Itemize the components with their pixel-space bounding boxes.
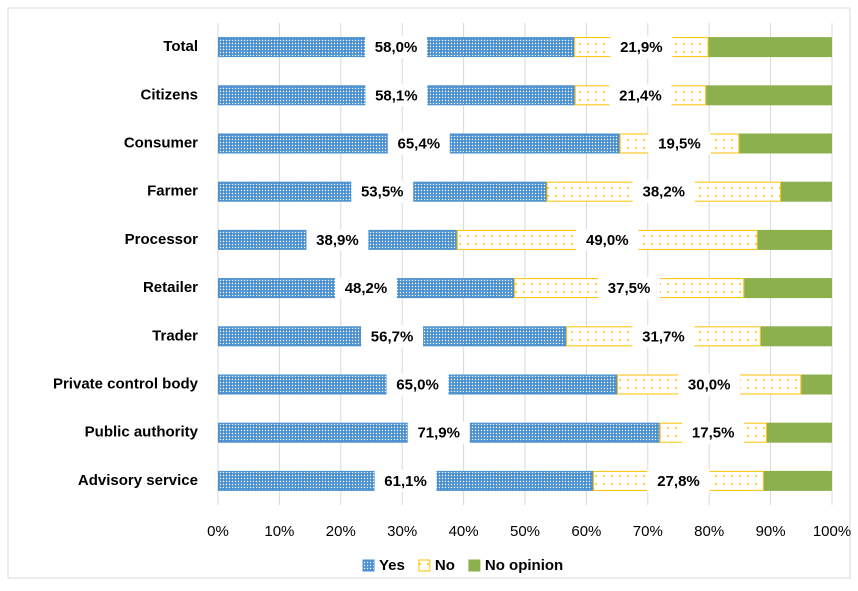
data-label: 30,0%	[688, 376, 731, 393]
x-tick-label: 40%	[449, 523, 479, 540]
data-label: 38,2%	[642, 184, 685, 201]
category-label: Total	[163, 38, 198, 55]
data-label: 27,8%	[657, 473, 700, 490]
data-label: 58,0%	[375, 39, 418, 56]
x-tick-label: 10%	[264, 523, 294, 540]
x-tick-label: 100%	[813, 523, 851, 540]
data-label: 56,7%	[371, 328, 414, 345]
data-label-bg	[306, 228, 369, 251]
bar-segment	[763, 470, 833, 491]
x-tick-label: 60%	[571, 523, 601, 540]
data-label-bg	[374, 469, 437, 492]
data-label-bg	[365, 84, 428, 107]
bar-segment	[781, 181, 833, 202]
data-label-bg	[610, 36, 673, 59]
data-label-bg	[632, 325, 695, 348]
data-label: 31,7%	[642, 328, 685, 345]
data-label-bg	[365, 36, 428, 59]
bar-segment	[801, 374, 832, 395]
x-tick-label: 80%	[694, 523, 724, 540]
data-label-bg	[682, 421, 745, 444]
category-label: Citizens	[140, 86, 198, 103]
data-label-bg	[386, 373, 449, 396]
data-label-bg	[387, 132, 450, 155]
category-label: Trader	[152, 327, 198, 344]
category-label: Private control body	[53, 375, 199, 392]
data-label-bg	[609, 84, 672, 107]
data-label-bg	[647, 469, 710, 492]
data-label-bg	[334, 277, 397, 300]
data-label-bg	[632, 180, 695, 203]
x-tick-label: 0%	[207, 523, 229, 540]
bar-segment	[706, 85, 833, 106]
bar-segment	[757, 229, 832, 250]
legend-label: No opinion	[485, 557, 563, 574]
legend-swatch	[468, 559, 481, 572]
bar-segment	[744, 278, 832, 299]
category-label: Farmer	[147, 183, 198, 200]
data-label-bg	[678, 373, 741, 396]
data-label: 71,9%	[417, 425, 460, 442]
data-label: 61,1%	[384, 473, 427, 490]
category-label: Consumer	[124, 134, 198, 151]
data-label-bg	[361, 325, 424, 348]
data-label: 37,5%	[608, 280, 651, 297]
data-label: 65,0%	[396, 376, 439, 393]
data-label: 38,9%	[316, 232, 359, 249]
x-tick-label: 50%	[510, 523, 540, 540]
category-label: Advisory service	[78, 472, 198, 489]
category-label: Public authority	[85, 424, 199, 441]
legend-label: No	[435, 557, 455, 574]
bar-segment	[708, 37, 832, 58]
category-label: Retailer	[143, 279, 198, 296]
bar-segment	[739, 133, 833, 154]
data-label: 19,5%	[658, 135, 701, 152]
data-label: 21,4%	[619, 87, 662, 104]
bar-segment	[760, 326, 832, 347]
data-label: 49,0%	[586, 232, 629, 249]
data-label: 65,4%	[398, 135, 441, 152]
data-label: 48,2%	[345, 280, 388, 297]
legend-swatch	[418, 559, 431, 572]
x-tick-label: 20%	[326, 523, 356, 540]
legend-label: Yes	[379, 557, 405, 574]
data-label-bg	[598, 277, 661, 300]
data-label: 21,9%	[620, 39, 663, 56]
data-label-bg	[648, 132, 711, 155]
data-label-bg	[576, 228, 639, 251]
data-label: 53,5%	[361, 184, 404, 201]
data-label: 58,1%	[375, 87, 418, 104]
legend-swatch	[362, 559, 375, 572]
x-tick-label: 30%	[387, 523, 417, 540]
data-label-bg	[407, 421, 470, 444]
data-label-bg	[351, 180, 414, 203]
bar-segment	[766, 422, 833, 443]
x-tick-label: 90%	[756, 523, 786, 540]
x-tick-label: 70%	[633, 523, 663, 540]
category-label: Processor	[125, 231, 199, 248]
data-label: 17,5%	[692, 425, 735, 442]
